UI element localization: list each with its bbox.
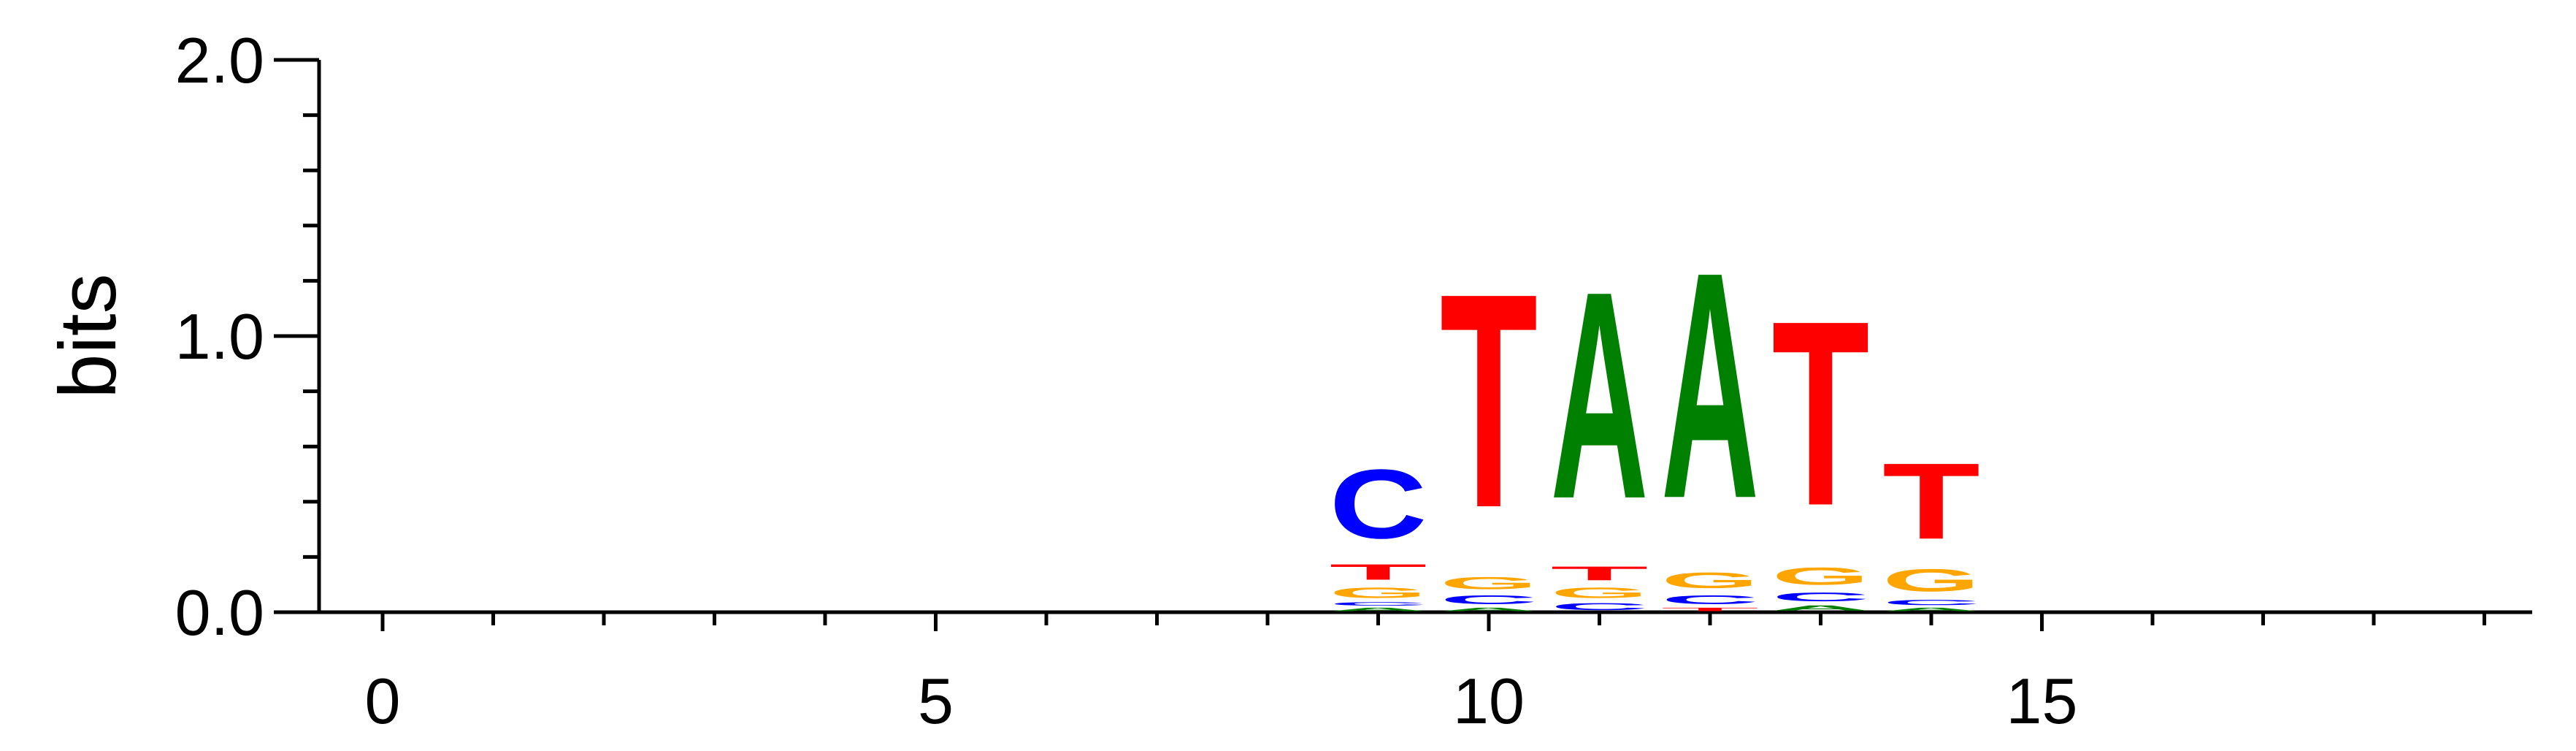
- logo-letter-group: G: [1440, 573, 1538, 592]
- y-axis-label: bits: [43, 273, 133, 398]
- logo-letter-A: A: [1440, 606, 1538, 612]
- logo-letter-group: C: [1330, 601, 1427, 607]
- logo-letter-A: A: [1661, 205, 1759, 565]
- logo-letter-A: A: [1882, 606, 1980, 612]
- logo-letter-group: G: [1661, 568, 1759, 593]
- logo-letter-group: C: [1772, 590, 1870, 604]
- logo-letter-T: T: [1661, 606, 1759, 612]
- y-tick-label: 1.0: [175, 300, 264, 373]
- logo-letter-group: C: [1440, 592, 1538, 606]
- x-ticks: 0 5 10 15: [365, 612, 2486, 737]
- logo-letter-group: G: [1772, 563, 1870, 590]
- logo-letter-group: T: [1772, 267, 1870, 561]
- logo-letter-group: A: [1440, 606, 1538, 612]
- logo-letter-G: G: [1661, 568, 1759, 593]
- logo-letter-C: C: [1882, 598, 1980, 606]
- y-ticks: 0.0 1.0 2.0: [175, 24, 319, 649]
- logo-letter-group: C: [1882, 598, 1980, 606]
- logo-letter-A: A: [1772, 604, 1870, 612]
- logo-letter-group: T: [1440, 230, 1538, 571]
- logo-letter-T: T: [1551, 563, 1649, 584]
- logo-letter-group: A: [1551, 229, 1649, 560]
- logo-letter-T: T: [1882, 441, 1980, 563]
- logo-letter-group: G: [1551, 584, 1649, 601]
- logo-letter-group: T: [1330, 560, 1427, 584]
- logo-letter-group: G: [1330, 584, 1427, 601]
- y-tick-label: 2.0: [175, 24, 264, 96]
- logo-letter-G: G: [1882, 563, 1980, 598]
- logo-letter-A: A: [1330, 606, 1427, 612]
- logo-letter-C: C: [1551, 601, 1649, 612]
- logo-letter-group: T: [1661, 606, 1759, 612]
- x-tick-label: 15: [2006, 665, 2078, 737]
- logo-letter-G: G: [1440, 573, 1538, 592]
- logo-letter-group: A: [1661, 205, 1759, 565]
- logo-letter-group: C: [1551, 601, 1649, 612]
- logo-letter-C: C: [1330, 601, 1427, 607]
- x-tick-label: 5: [918, 665, 954, 737]
- x-tick-label: 0: [365, 665, 401, 737]
- y-tick-label: 0.0: [175, 576, 264, 649]
- logo-letter-T: T: [1330, 560, 1427, 584]
- logo-letter-T: T: [1772, 267, 1870, 561]
- logo-letter-group: T: [1882, 441, 1980, 563]
- logo-letter-A: A: [1551, 229, 1649, 560]
- logo-letter-C: C: [1661, 592, 1759, 606]
- logo-letter-G: G: [1551, 584, 1649, 601]
- logo-letter-group: C: [1661, 592, 1759, 606]
- logo-letter-group: A: [1882, 606, 1980, 612]
- logo-letter-group: C: [1330, 449, 1427, 560]
- logo-letter-C: C: [1440, 592, 1538, 606]
- logo-letter-G: G: [1330, 584, 1427, 601]
- x-tick-label: 10: [1453, 665, 1525, 737]
- logo-letter-group: G: [1882, 563, 1980, 598]
- logo-letter-T: T: [1440, 230, 1538, 571]
- logo-letter-group: T: [1551, 563, 1649, 584]
- logo-letter-G: G: [1772, 563, 1870, 590]
- logo-letter-group: A: [1330, 606, 1427, 612]
- logo-letter-C: C: [1772, 590, 1870, 604]
- logo-letter-C: C: [1330, 449, 1427, 560]
- logo-letter-group: A: [1772, 604, 1870, 612]
